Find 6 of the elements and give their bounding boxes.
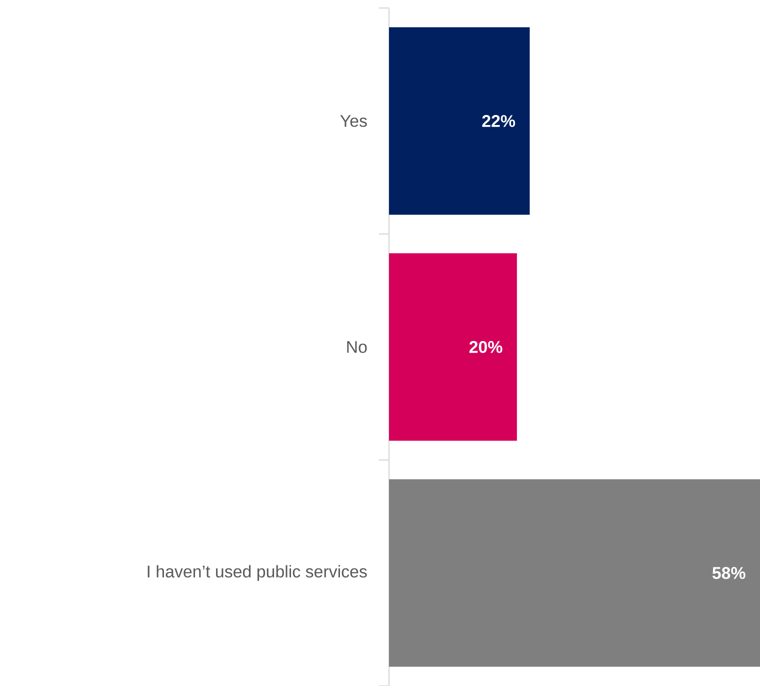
data-label: 22%: [482, 115, 516, 127]
data-label: 58%: [712, 567, 746, 580]
y-tick-label: No: [347, 341, 367, 353]
data-label: 20%: [469, 341, 502, 354]
y-tick-label: Yes: [340, 115, 367, 127]
y-tick-label: I haven’t used public services: [148, 565, 367, 581]
